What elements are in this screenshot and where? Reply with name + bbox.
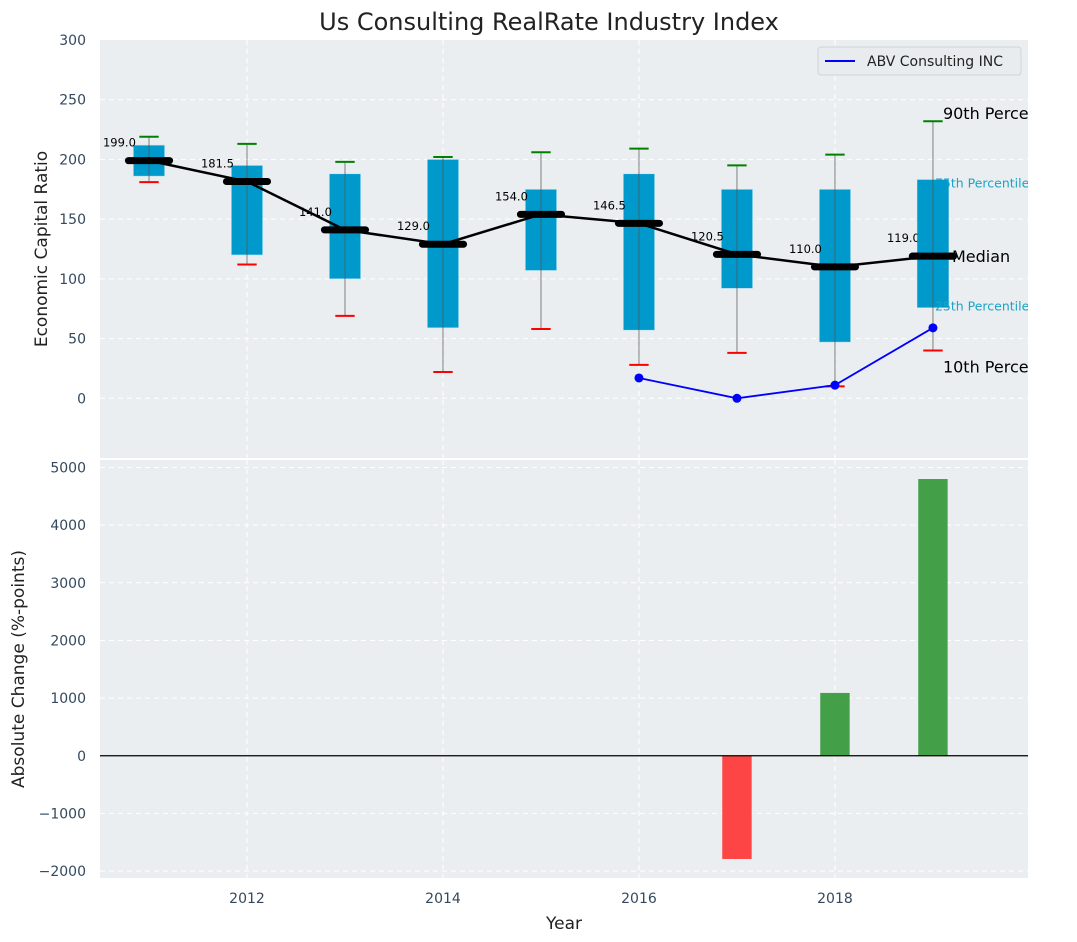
- change-bar: [722, 755, 752, 859]
- median-value-label: 129.0: [397, 219, 430, 233]
- bottom-gridlines: [100, 460, 1028, 878]
- company-point: [634, 373, 644, 383]
- bottom-y-tick-label: 5000: [50, 460, 86, 476]
- company-line-layer: [634, 323, 938, 403]
- company-point: [732, 393, 742, 403]
- bottom-y-tick-label: 1000: [50, 691, 86, 707]
- x-tick-label: 2012: [229, 891, 265, 907]
- median-value-label: 141.0: [299, 205, 332, 219]
- x-ticks: 2012 2014 2016 2018: [229, 891, 853, 907]
- bottom-y-ticks: −2000 −1000 0 1000 2000 3000 4000 5000: [39, 460, 86, 880]
- bottom-y-tick-label: −1000: [39, 806, 86, 822]
- chart-title: Us Consulting RealRate Industry Index: [319, 8, 779, 36]
- median-value-label: 154.0: [495, 189, 528, 203]
- top-y-tick-label: 150: [59, 212, 86, 228]
- median-value-label: 110.0: [789, 242, 822, 256]
- label-p75: 75th Percentile: [935, 176, 1030, 191]
- median-line-layer: 199.0 181.5 141.0 129.0 154.0 146.5 120.5 110.0…: [103, 136, 958, 271]
- top-y-tick-label: 100: [59, 272, 86, 288]
- legend-label: ABV Consulting INC: [867, 54, 1003, 70]
- x-tick-label: 2018: [817, 891, 853, 907]
- company-line: [638, 327, 934, 400]
- median-value-label: 146.5: [593, 198, 626, 212]
- bottom-y-tick-label: 4000: [50, 518, 86, 534]
- x-tick-label: 2014: [425, 891, 461, 907]
- top-y-tick-label: 250: [59, 93, 86, 109]
- bar-layer: [722, 479, 948, 859]
- bottom-y-tick-label: 2000: [50, 633, 86, 649]
- x-tick-label: 2016: [621, 891, 657, 907]
- top-y-tick-label: 0: [77, 391, 86, 407]
- median-value-label: 120.5: [691, 229, 724, 243]
- top-y-tick-label: 200: [59, 152, 86, 168]
- bottom-plot-area: [100, 460, 1028, 878]
- top-y-ticks: 0 50 100 150 200 250 300: [59, 33, 86, 407]
- bottom-y-tick-label: 3000: [50, 576, 86, 592]
- change-bar: [918, 479, 948, 756]
- top-y-axis-label: Economic Capital Ratio: [32, 151, 52, 347]
- company-point: [928, 323, 938, 333]
- label-p25: 25th Percentile: [935, 299, 1030, 314]
- label-median: Median: [952, 247, 1010, 266]
- company-point: [830, 380, 840, 390]
- top-y-tick-label: 50: [68, 332, 86, 348]
- median-value-label: 181.5: [201, 157, 234, 171]
- legend: ABV Consulting INC: [817, 46, 1022, 76]
- bottom-y-tick-label: −2000: [39, 864, 86, 880]
- bottom-y-tick-label: 0: [77, 749, 86, 765]
- top-y-tick-label: 300: [59, 33, 86, 49]
- label-overflow-mask: [1028, 40, 1077, 470]
- legend-box: [817, 46, 1022, 76]
- bottom-y-axis-label: Absolute Change (%-points): [9, 550, 29, 788]
- change-bar: [820, 692, 850, 756]
- median-value-label: 199.0: [103, 136, 136, 150]
- median-value-label: 119.0: [887, 231, 920, 245]
- x-axis-label: Year: [545, 914, 582, 934]
